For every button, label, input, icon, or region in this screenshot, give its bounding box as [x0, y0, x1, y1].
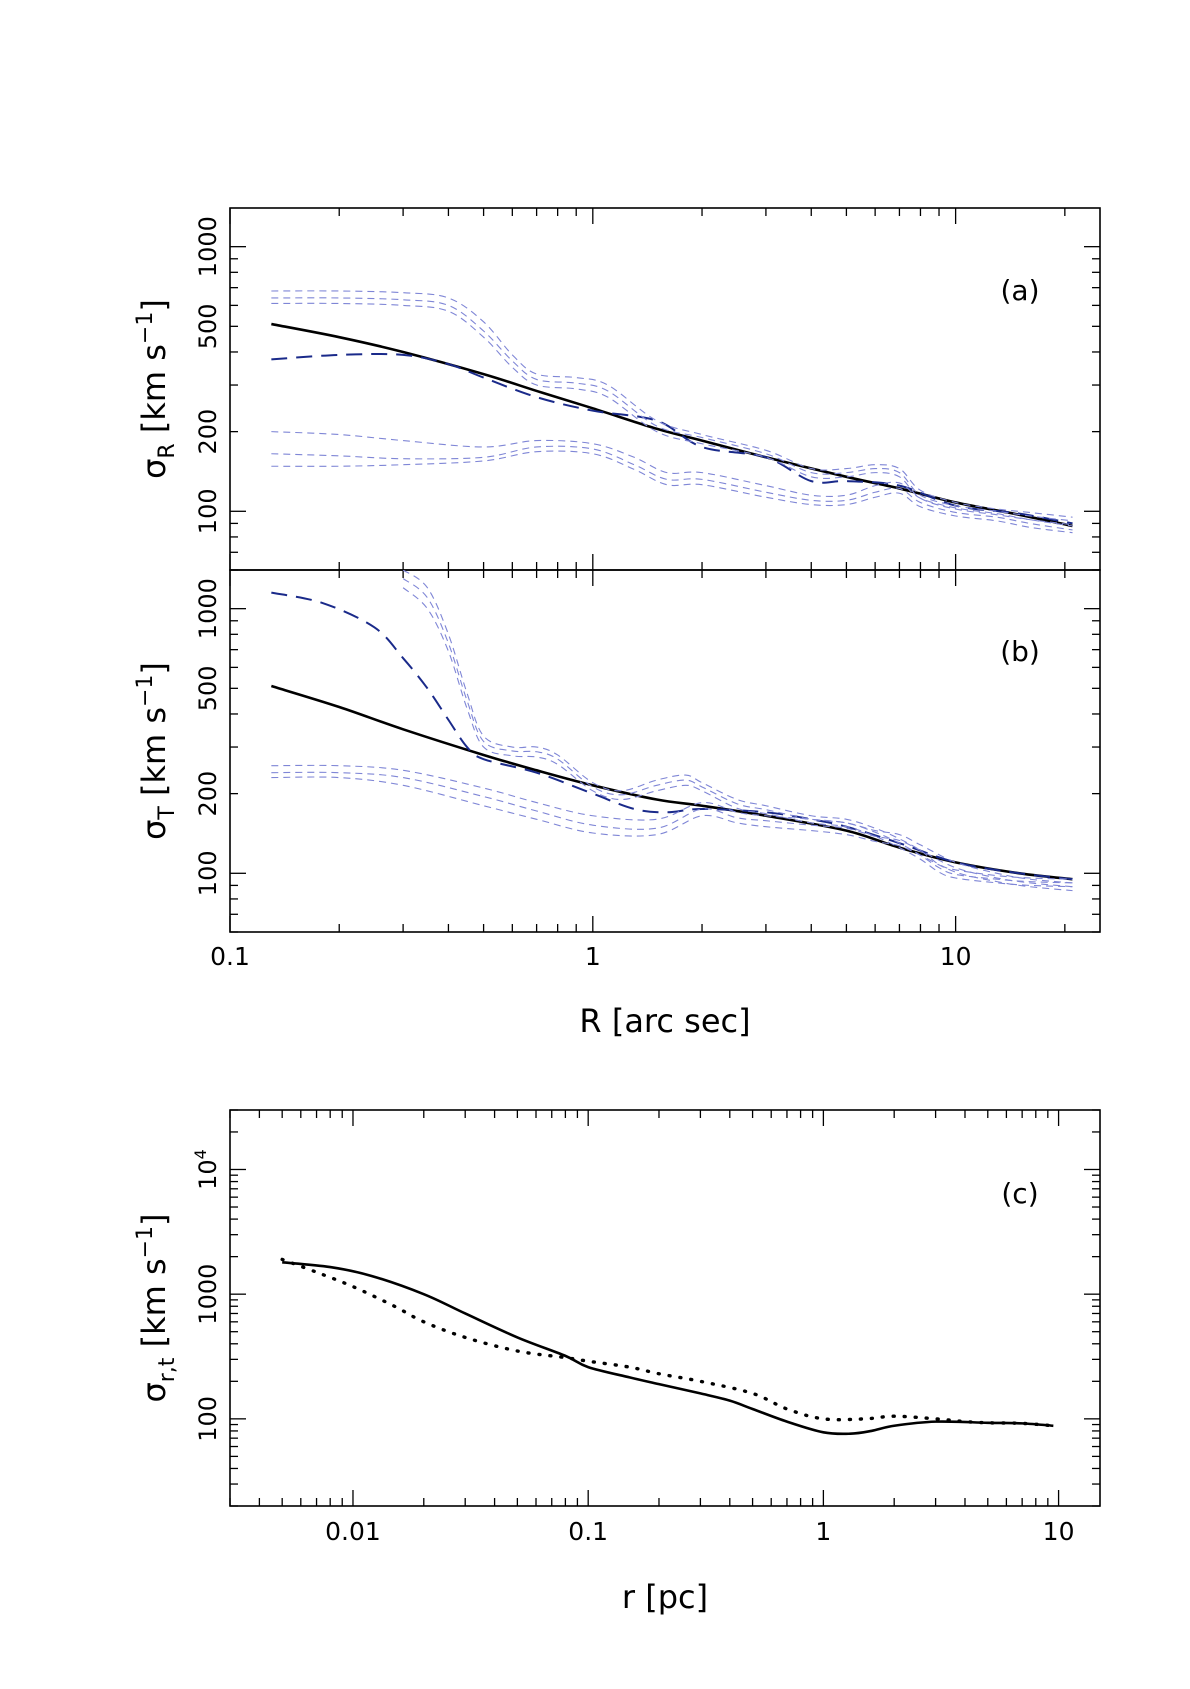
y-tick-label: 100 [194, 1396, 222, 1442]
y-axis-label: σT [km s−1] [133, 662, 180, 840]
series-line-thin-dashed-3 [271, 297, 1073, 522]
y-tick-label: 500 [194, 665, 222, 711]
y-tick-label: 104 [191, 1149, 222, 1190]
series-group [270, 570, 1073, 892]
y-tick-label: 500 [194, 303, 222, 349]
series-line-dashed-blue-1 [271, 353, 1073, 525]
panel-a: 100 200 500 1000 σR [km s−1] (a) [133, 207, 1101, 571]
panel-label: (c) [1001, 1177, 1038, 1210]
y-tick-label: 1000 [194, 1264, 222, 1325]
plot-frame [229, 1109, 1101, 1507]
panel-b: 100 200 500 1000 0.1 1 10 R [arc sec] σT [km s−1… [133, 569, 1101, 1040]
series-line-thin-dashed-2 [271, 290, 1073, 518]
series-line-thin-dashed-2 [402, 570, 1073, 880]
series-line-thin-dashed-4 [402, 587, 1073, 888]
y-tick-label: 1000 [194, 578, 222, 639]
x-tick-label: 1 [585, 942, 601, 971]
x-tick-label: 0.1 [568, 1517, 608, 1546]
series-line-solid-black-0 [282, 1261, 1054, 1436]
y-tick-label: 200 [194, 771, 222, 817]
series-line-thin-dashed-5 [271, 431, 1073, 527]
series-line-thin-dashed-7 [271, 776, 1073, 892]
y-tick-label: 1000 [194, 216, 222, 277]
x-tick-label: 10 [940, 942, 972, 971]
x-axis-label: r [pc] [622, 1578, 708, 1616]
x-tick-label: 1 [815, 1517, 831, 1546]
plot-frame [229, 569, 1101, 933]
y-tick-label: 200 [194, 409, 222, 455]
x-tick-label: 0.1 [210, 942, 250, 971]
y-tick-label: 100 [194, 850, 222, 896]
series-line-dashed-blue-1 [271, 591, 1073, 881]
series-line-thin-dashed-4 [271, 302, 1073, 526]
series-group [271, 290, 1073, 534]
panel-c: 100 1000 104 0.01 0.1 1 10 r [pc] σr,t [km s−1] (… [133, 1109, 1101, 1616]
series-line-thin-dashed-7 [271, 450, 1073, 534]
plot-frame [229, 207, 1101, 571]
y-axis-label: σr,t [km s−1] [133, 1213, 180, 1402]
y-axis-label: σR [km s−1] [133, 299, 180, 479]
x-tick-label: 10 [1043, 1517, 1075, 1546]
series-line-thin-dashed-5 [271, 764, 1073, 884]
y-tick-label: 100 [194, 488, 222, 534]
series-line-thin-dashed-6 [271, 771, 1073, 888]
series-line-thin-dashed-3 [402, 578, 1073, 884]
x-tick-label: 0.01 [325, 1517, 381, 1546]
panel-label: (b) [1000, 635, 1040, 668]
series-line-dotted-black-1 [280, 1257, 1056, 1428]
series-line-thin-dashed-6 [271, 445, 1073, 531]
series-line-solid-black-0 [270, 684, 1073, 881]
x-axis-label: R [arc sec] [579, 1002, 750, 1040]
panel-label: (a) [1000, 274, 1039, 307]
series-line-solid-black-0 [271, 322, 1073, 528]
series-group [280, 1257, 1056, 1436]
